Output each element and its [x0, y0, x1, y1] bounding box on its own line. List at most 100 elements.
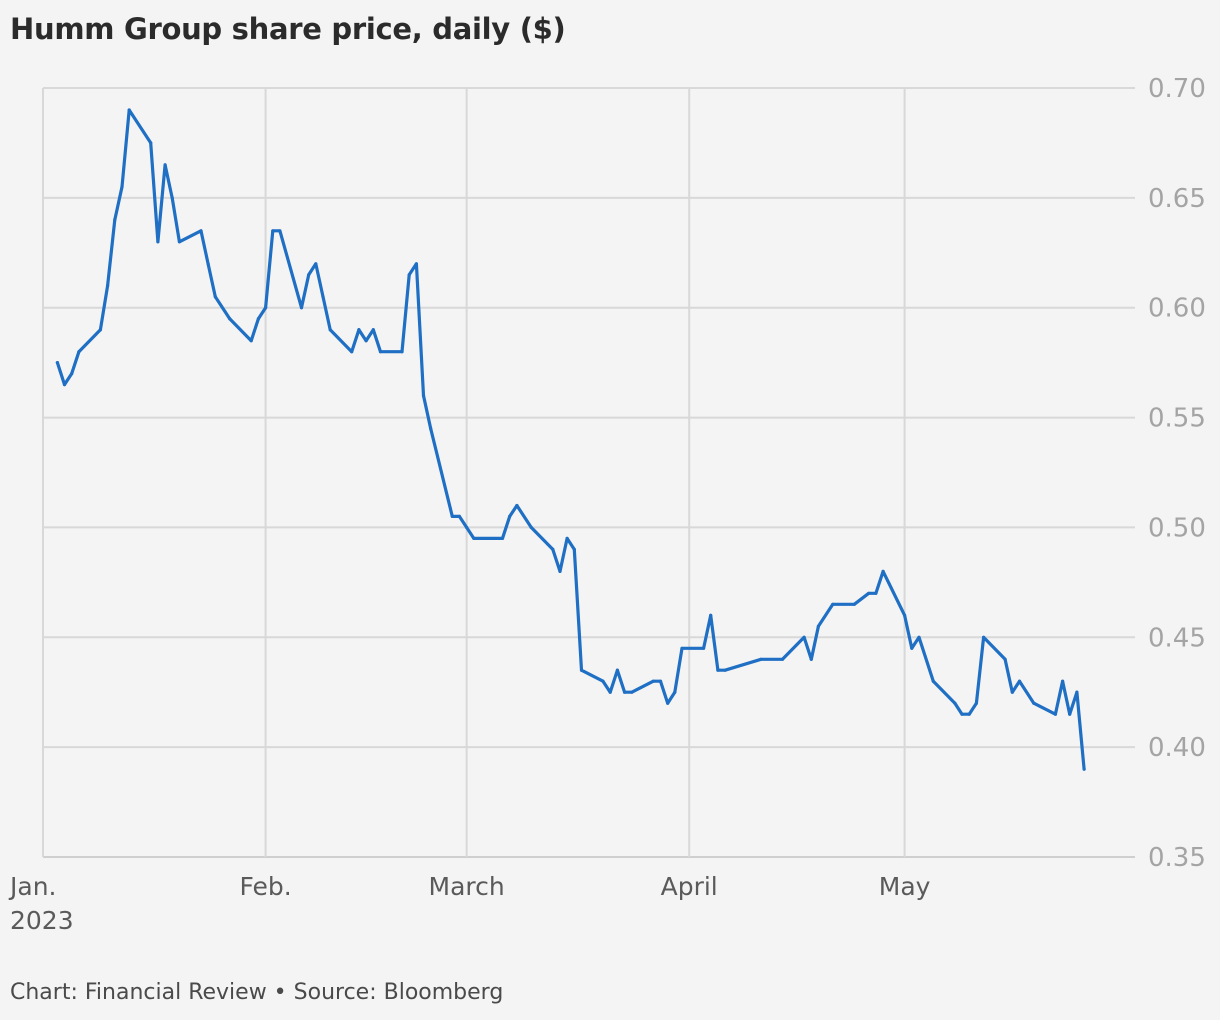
- gridlines: [42, 87, 1135, 858]
- data-point: [529, 525, 533, 530]
- data-point: [206, 262, 210, 266]
- data-point: [299, 306, 304, 310]
- data-point: [1017, 679, 1022, 683]
- data-point: [831, 602, 835, 606]
- data-point: [572, 547, 576, 552]
- data-point: [651, 679, 655, 683]
- data-point: [77, 350, 81, 354]
- data-point: [630, 690, 634, 694]
- data-point: [508, 514, 512, 519]
- x-tick-label: Feb.: [239, 872, 291, 901]
- data-point: [515, 503, 519, 508]
- data-point: [551, 547, 555, 552]
- data-point: [278, 229, 282, 233]
- data-point: [450, 514, 454, 519]
- data-point: [264, 306, 268, 310]
- data-point: [974, 701, 979, 705]
- data-point: [321, 295, 325, 299]
- data-point: [1032, 701, 1036, 705]
- data-point: [421, 394, 426, 398]
- data-point: [256, 317, 260, 321]
- data-point: [307, 273, 311, 277]
- chart-source-note: Chart: Financial Review • Source: Bloomb…: [10, 980, 504, 1005]
- data-point: [357, 328, 361, 332]
- data-point: [1053, 712, 1057, 716]
- data-point: [213, 295, 217, 299]
- data-point: [558, 569, 562, 574]
- y-tick-label: 0.50: [1148, 513, 1206, 543]
- data-point: [113, 218, 117, 222]
- data-point: [106, 284, 110, 288]
- data-point: [429, 427, 433, 431]
- data-point: [149, 141, 153, 145]
- data-point: [917, 635, 921, 639]
- data-point: [680, 646, 684, 650]
- x-tick-year-label: 2023: [10, 906, 74, 935]
- data-point: [120, 185, 124, 189]
- y-tick-label: 0.65: [1148, 184, 1206, 214]
- data-point: [881, 569, 885, 574]
- y-tick-label: 0.60: [1148, 294, 1206, 324]
- data-point: [666, 701, 670, 705]
- data-point: [802, 635, 806, 639]
- data-point: [465, 525, 469, 530]
- data-point: [177, 240, 181, 244]
- data-point: [658, 679, 663, 683]
- data-point: [623, 690, 627, 694]
- y-tick-label: 0.70: [1148, 74, 1206, 104]
- data-point: [249, 339, 253, 343]
- y-axis-ticks: 0.70 0.65 0.60 0.55 0.50 0.45 0.40 0.35: [1148, 74, 1206, 873]
- data-point: [407, 273, 411, 277]
- data-point: [816, 624, 821, 628]
- data-point: [1068, 712, 1072, 716]
- data-point: [350, 350, 354, 354]
- data-point: [271, 229, 275, 233]
- data-point: [378, 350, 383, 354]
- data-point: [780, 657, 785, 661]
- data-point: [615, 668, 620, 672]
- chart-title: Humm Group share price, daily ($): [10, 12, 566, 46]
- share-price-line: [55, 108, 1086, 771]
- data-point: [55, 361, 60, 365]
- data-point: [716, 668, 720, 672]
- data-point: [1061, 679, 1065, 683]
- y-tick-label: 0.35: [1148, 843, 1206, 873]
- y-tick-label: 0.55: [1148, 404, 1206, 434]
- x-tick-label: May: [879, 872, 931, 901]
- data-point: [673, 690, 677, 694]
- data-point: [910, 646, 914, 650]
- data-point: [156, 240, 160, 244]
- data-point: [314, 262, 318, 266]
- data-point: [953, 701, 957, 705]
- data-point: [328, 328, 332, 332]
- data-point: [62, 383, 67, 387]
- y-tick-label: 0.45: [1148, 623, 1206, 653]
- data-point: [414, 262, 418, 266]
- data-point: [163, 163, 167, 167]
- data-point: [723, 668, 727, 672]
- series-layer: [55, 108, 1086, 771]
- data-point: [1082, 767, 1086, 771]
- data-point: [98, 328, 102, 332]
- data-point: [759, 657, 763, 661]
- data-point: [500, 536, 505, 541]
- data-point: [903, 613, 907, 617]
- data-point: [228, 317, 232, 321]
- x-axis-ticks: Jan. 2023 Feb. March April May: [8, 872, 931, 935]
- data-point: [127, 108, 131, 112]
- data-point: [867, 591, 871, 595]
- data-point: [960, 712, 964, 716]
- data-point: [199, 229, 203, 233]
- data-point: [852, 602, 856, 606]
- x-tick-label: Jan.: [8, 872, 56, 901]
- data-point: [608, 690, 612, 694]
- data-point: [1010, 690, 1014, 694]
- data-point: [982, 635, 986, 639]
- data-point: [931, 679, 935, 683]
- data-point: [565, 536, 569, 541]
- data-point: [371, 328, 375, 332]
- data-point: [170, 196, 174, 200]
- x-tick-label: April: [661, 872, 718, 901]
- data-point: [364, 339, 368, 343]
- data-point: [702, 646, 706, 650]
